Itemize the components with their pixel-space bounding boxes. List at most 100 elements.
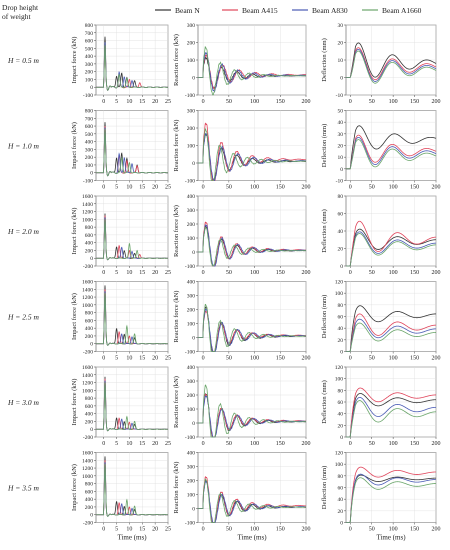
series-line-r3c2-2 xyxy=(346,318,437,352)
series-line-r2c0-2 xyxy=(96,217,168,261)
series-line-r0c1-2 xyxy=(198,52,307,93)
ylabel-r2c0: Impact force (kN) xyxy=(71,208,78,255)
xlabel-col-1: Time (ms) xyxy=(237,534,267,542)
series-line-r4c1-0 xyxy=(198,393,307,438)
ytick-label-r5c2-3: 60 xyxy=(338,486,344,492)
ytick-label-r2c0-4: 600 xyxy=(85,233,94,239)
ytick-label-r4c0-5: 800 xyxy=(85,396,94,402)
xtick-label-r3c0-0: 0 xyxy=(102,356,105,362)
series-line-r0c1-0 xyxy=(198,56,307,90)
ytick-label-r0c1-1: 0 xyxy=(192,76,195,82)
ylabel-r3c2: Deflection (mm) xyxy=(321,295,328,339)
xtick-label-r1c2-0: 0 xyxy=(349,185,352,191)
legend-label-0: Beam N xyxy=(175,6,200,15)
row-label-2: H = 2.0 m xyxy=(7,227,39,236)
xtick-label-r3c0-2: 10 xyxy=(126,356,132,362)
xtick-label-r0c0-5: 25 xyxy=(165,99,171,105)
series-line-r0c2-0 xyxy=(346,42,437,78)
ytick-label-r2c1-2: 100 xyxy=(187,236,196,242)
series-line-r5c2-3 xyxy=(346,477,436,523)
xtick-label-r4c1-2: 100 xyxy=(250,441,259,447)
ytick-label-r1c0-3: 200 xyxy=(85,155,94,161)
series-line-r2c0-1 xyxy=(96,215,168,261)
xtick-label-r2c1-0: 0 xyxy=(202,270,205,276)
xtick-label-r2c2-4: 200 xyxy=(432,270,441,276)
series-line-r4c2-2 xyxy=(346,396,436,438)
xtick-label-r4c0-1: 5 xyxy=(115,441,118,447)
xtick-label-r0c1-4: 200 xyxy=(302,99,311,105)
ytick-label-r3c0-1: 0 xyxy=(90,342,93,348)
ytick-label-r2c0-3: 400 xyxy=(85,241,94,247)
drop-height-line2: of weight xyxy=(2,12,31,21)
xtick-label-r5c2-4: 200 xyxy=(432,527,441,533)
series-line-r3c1-2 xyxy=(198,308,307,352)
xtick-label-r2c0-3: 15 xyxy=(139,270,145,276)
ytick-label-r1c0-9: 800 xyxy=(85,109,94,115)
ytick-label-r5c2-5: 100 xyxy=(335,462,344,468)
xtick-label-r1c0-0: 0 xyxy=(102,185,105,191)
ytick-label-r3c1-5: 400 xyxy=(187,280,196,286)
ylabel-r0c1: Reaction force (kN) xyxy=(173,34,180,86)
xtick-label-r2c0-4: 20 xyxy=(152,270,158,276)
series-line-r0c2-1 xyxy=(346,47,437,81)
xtick-label-r5c0-5: 25 xyxy=(165,527,171,533)
drop-height-header: Drop height of weight xyxy=(2,3,62,21)
ytick-label-r0c1-4: 300 xyxy=(187,23,196,29)
xtick-label-r2c2-3: 150 xyxy=(410,270,419,276)
ytick-label-r5c0-8: 1400 xyxy=(82,458,93,464)
ytick-label-r5c0-7: 1200 xyxy=(82,466,93,472)
xtick-label-r5c1-2: 100 xyxy=(250,527,259,533)
xtick-label-r1c0-2: 10 xyxy=(126,185,132,191)
xtick-label-r2c0-2: 10 xyxy=(126,270,132,276)
xtick-label-r0c0-0: 0 xyxy=(102,99,105,105)
ylabel-r1c1: Reaction force (kN) xyxy=(173,120,180,172)
ytick-label-r5c1-4: 300 xyxy=(187,465,196,471)
ytick-label-r3c1-3: 200 xyxy=(187,308,196,314)
ytick-label-r0c2-1: 0 xyxy=(340,76,343,82)
ytick-label-r1c1-1: 0 xyxy=(192,161,195,167)
row-label-1: H = 1.0 m xyxy=(7,142,39,151)
xtick-label-r1c1-0: 0 xyxy=(202,185,205,191)
ytick-label-r4c2-6: 120 xyxy=(335,365,344,371)
series-line-r2c1-3 xyxy=(198,226,307,267)
series-line-r1c1-1 xyxy=(198,122,307,181)
ytick-label-r2c0-7: 1200 xyxy=(82,210,93,216)
ytick-label-r2c2-3: 60 xyxy=(338,212,344,218)
ytick-label-r3c1-2: 100 xyxy=(187,322,196,328)
series-line-r0c0-0 xyxy=(96,36,169,91)
series-line-r2c2-1 xyxy=(346,220,436,267)
ytick-label-r1c0-8: 700 xyxy=(85,116,94,122)
series-line-r3c0-3 xyxy=(96,293,168,346)
ytick-label-r3c1-4: 300 xyxy=(187,294,196,300)
ytick-label-r4c2-0: 0 xyxy=(340,435,343,441)
xlabel-col-2: Time (ms) xyxy=(376,534,406,542)
ytick-label-r1c0-4: 300 xyxy=(85,147,94,153)
series-line-r2c1-1 xyxy=(198,221,307,267)
series-line-r4c0-2 xyxy=(96,380,168,432)
xtick-label-r5c0-1: 5 xyxy=(115,527,118,533)
xtick-label-r2c1-3: 150 xyxy=(276,270,285,276)
xtick-label-r4c0-2: 10 xyxy=(126,441,132,447)
series-line-r5c0-3 xyxy=(96,464,168,517)
series-line-r1c0-0 xyxy=(96,122,169,177)
ytick-label-r3c1-1: 0 xyxy=(192,336,195,342)
xtick-label-r2c0-0: 0 xyxy=(102,270,105,276)
ytick-label-r0c0-1: 0 xyxy=(90,85,93,91)
series-line-r0c0-3 xyxy=(96,45,169,91)
series-line-r3c2-0 xyxy=(346,305,437,352)
xtick-label-r4c2-3: 150 xyxy=(410,441,419,447)
ylabel-r5c2: Deflection (mm) xyxy=(321,466,328,510)
xtick-label-r0c2-0: 0 xyxy=(349,99,352,105)
ytick-label-r2c0-2: 200 xyxy=(85,248,94,254)
ylabel-r4c1: Reaction force (kN) xyxy=(173,376,180,428)
ytick-label-r4c1-4: 300 xyxy=(187,379,196,385)
xtick-label-r1c1-3: 150 xyxy=(276,185,285,191)
xtick-label-r0c1-0: 0 xyxy=(202,99,205,105)
ylabel-r1c2: Deflection (mm) xyxy=(321,124,328,168)
ylabel-r0c0: Impact force (kN) xyxy=(71,37,78,84)
ylabel-r5c1: Reaction force (kN) xyxy=(173,462,180,514)
ytick-label-r2c0-9: 1600 xyxy=(82,194,93,200)
ytick-label-r5c0-6: 1000 xyxy=(82,474,93,480)
ytick-label-r4c2-5: 100 xyxy=(335,377,344,383)
ytick-label-r2c0-8: 1400 xyxy=(82,202,93,208)
